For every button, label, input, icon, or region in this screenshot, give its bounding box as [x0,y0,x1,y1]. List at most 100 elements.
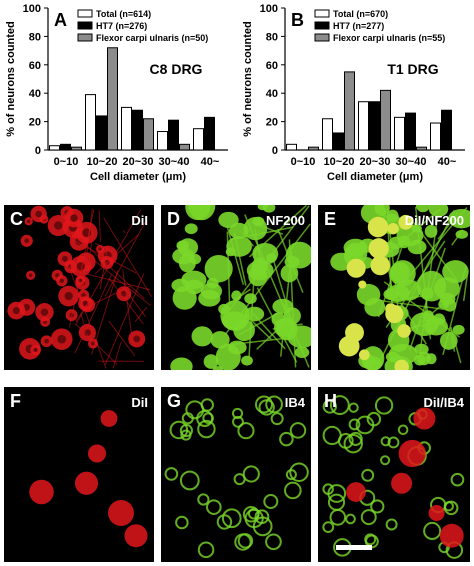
fiber-mark [229,205,310,311]
y-tick-label: 100 [260,3,278,15]
cell-mark [218,211,239,229]
cell-mark [265,395,283,414]
cell-mark [197,419,216,439]
cell-mark [398,439,426,468]
legend-label-2: Flexor carpi ulnaris (n=50) [96,33,208,43]
legend-swatch-0 [314,9,330,18]
cell-mark [179,470,200,491]
fiber-mark [242,231,255,247]
fiber-mark [408,247,446,351]
bar-30~40-series-1 [168,119,179,151]
fiber-mark [391,294,427,302]
chart-B: B 0 20 40 60 80 100 % of neurons counted 0~10 10~… [242,3,465,183]
cell-mark [360,509,377,526]
cell-mark [348,418,361,431]
fiber-mark [226,225,245,285]
micrograph-panel-g: G IB4 [161,387,311,562]
fiber-mark [68,209,95,328]
bar-0~10-series-2 [71,146,82,151]
cell-mark [237,422,255,440]
fiber-mark [75,324,118,365]
bar-10~20-series-0 [85,94,96,151]
micrograph-panel-c: C DiI [4,205,154,370]
cell-mark [212,366,223,370]
y-tick-label: 60 [29,60,41,72]
cell-mark [366,411,382,427]
cell-mark [242,465,260,483]
cell-mark [185,205,211,221]
x-tick-label: 30~40 [396,156,427,168]
fiber-mark [437,212,459,240]
x-tick-label: 0~10 [291,156,316,168]
cell-mark [181,270,207,289]
fiber-mark [88,231,94,264]
x-tick-label: 10~20 [324,156,355,168]
legend-swatch-2 [314,33,330,42]
cell-core [24,238,30,244]
fiber-mark [272,323,303,330]
fiber-mark [254,229,264,278]
cell-mark [329,509,347,526]
cell-mark [428,504,445,522]
panel-letter: F [10,391,21,411]
fiber-mark [104,222,146,297]
cell-mark [196,409,214,427]
bar-10~20-series-2 [344,71,355,151]
cell-core [133,335,141,343]
cell-mark [443,298,457,312]
x-tick-label: 20~30 [360,156,391,168]
cell-mark [181,412,194,425]
bar-0~10-series-2 [308,146,319,151]
cell-mark [322,399,337,414]
cell-mark [322,483,334,495]
bar-20~30-series-1 [132,109,143,151]
fiber-mark [74,274,112,354]
legend-label-0: Total (n=614) [96,9,151,19]
bar-10~20-series-0 [322,118,333,151]
cell-mark [346,482,366,502]
x-axis-label: Cell diameter (μm) [327,171,423,183]
bar-20~30-series-2 [380,89,391,151]
cell-mark [262,205,276,213]
micrograph-image-d [170,205,311,370]
cell-mark [364,533,377,546]
cell-mark [170,357,193,370]
bar-30~40-series-2 [416,146,427,151]
cell-mark [185,400,205,420]
legend-swatch-1 [77,21,93,30]
bar-0~10-series-0 [49,145,60,151]
cell-mark [285,469,297,481]
fiber-mark [71,239,137,274]
colocalized-cell [370,255,391,276]
fiber-mark [231,336,294,346]
colocalized-cell [385,304,404,324]
cell-core [57,334,67,344]
cell-mark [242,505,260,523]
panel-letter: E [324,209,337,229]
cell-mark [370,499,385,514]
cell-mark [283,481,302,500]
panel-letter: G [167,391,182,411]
cell-core [35,210,42,218]
fiber-mark [252,313,286,350]
fiber-mark [91,270,119,355]
cell-mark [29,479,54,505]
cell-mark [172,286,197,310]
cell-mark [279,431,294,447]
x-tick-label: 40~ [438,156,457,168]
micrograph-panel-d: D NF200 [161,205,311,370]
bar-0~10-series-0 [286,143,297,151]
y-tick-label: 100 [23,3,41,15]
fiber-mark [238,312,279,336]
colocalized-cell [367,216,389,238]
y-tick-label: 0 [35,145,41,157]
cell-core [98,247,102,251]
stain-label: DiI [131,213,148,228]
cell-mark [363,356,382,370]
bar-30~40-series-1 [405,112,416,151]
chart-A: A 0 20 40 60 80 100 % of neurons counted 0~10 10~… [5,3,228,183]
bar-10~20-series-1 [96,115,107,151]
fiber-mark [226,231,231,303]
cell-mark [164,467,179,481]
cell-mark [231,407,244,419]
